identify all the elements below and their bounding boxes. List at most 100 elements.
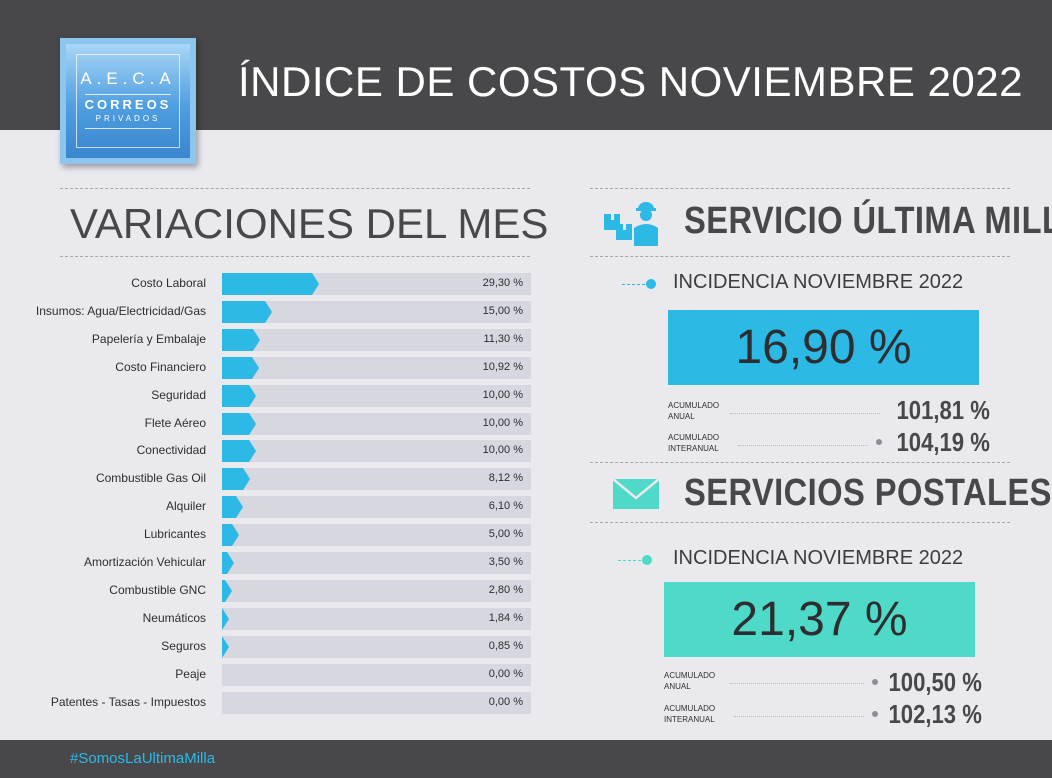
bar	[222, 496, 243, 519]
acumulado-anual-dots-ultima-milla	[730, 413, 880, 414]
bar-category-label: Amortización Vehicular	[83, 555, 206, 569]
bar-category-label: Neumáticos	[142, 610, 206, 625]
acumulado-interanual-bullet-postales	[872, 711, 878, 717]
bar-category-label: Combustible Gas Oil	[95, 471, 206, 486]
bar-value-label: 0,00 %	[488, 695, 523, 708]
bar-row: Lubricantes 5,00 %	[0, 524, 531, 547]
section-title-postales: SERVICIOS POSTALES	[684, 472, 1052, 514]
bar-track	[222, 552, 531, 574]
acumulado-interanual-label-line2: INTERANUAL	[668, 444, 719, 453]
acumulado-anual-value-postales: 100,50 %	[888, 667, 982, 697]
ultima-milla-divider	[590, 256, 1010, 257]
acumulado-interanual-label-line2: INTERANUAL	[664, 715, 715, 724]
logo-frame: A.E.C.A CORREOS PRIVADOS	[76, 54, 180, 148]
bar-track	[222, 356, 531, 379]
bar-category-label: Seguridad	[151, 387, 206, 402]
logo-aeca-text: A.E.C.A	[80, 69, 176, 88]
bar-track	[222, 300, 531, 323]
acumulado-interanual-label-line1: ACUMULADO	[664, 704, 716, 713]
page-title: ÍNDICE DE COSTOS NOVIEMBRE 2022	[238, 58, 1023, 105]
bar	[222, 524, 241, 547]
bar-track	[222, 468, 531, 491]
bar-value-label: 2,80 %	[488, 583, 523, 596]
bar-category-label: Seguros	[161, 638, 206, 653]
bar-category-label: Costo Laboral	[131, 276, 206, 290]
bar-row: Flete Aéreo 10,00 %	[0, 412, 531, 435]
bar-track	[222, 607, 531, 630]
footer-bar: #SomosLaUltimaMilla	[0, 740, 1052, 778]
bar-track	[222, 524, 531, 547]
acumulado-interanual-value-ultima-milla: 104,19 %	[896, 427, 990, 457]
bar-track	[222, 328, 531, 351]
bar-category-label: Conectividad	[136, 443, 206, 458]
bar-category-label: Costo Financiero	[115, 359, 206, 374]
incidence-dash-postales	[618, 560, 646, 561]
acumulado-interanual-label-line1: ACUMULADO	[668, 433, 720, 442]
bar-row: Neumáticos 1,84 %	[0, 607, 531, 630]
bar-value-label: 10,00 %	[482, 416, 523, 429]
bar	[222, 356, 259, 379]
acumulado-interanual-dots-ultima-milla	[738, 445, 868, 446]
bar	[222, 468, 250, 491]
bar	[222, 579, 233, 602]
bar	[222, 552, 236, 574]
bar-row: Amortización Vehicular 3,50 %	[0, 552, 531, 574]
bar-row: Seguros 0,85 %	[0, 635, 531, 658]
incidence-dash-ultima-milla	[622, 284, 650, 285]
bar-category-label: Patentes - Tasas - Impuestos	[50, 694, 206, 709]
bar	[222, 412, 256, 435]
section-title-ultima-milla: SERVICIO ÚLTIMA MILLA	[684, 200, 1052, 242]
acumulado-interanual-label-postales: ACUMULADO INTERANUAL	[664, 703, 715, 725]
incidence-dot-ultima-milla	[646, 279, 656, 289]
bar-value-label: 10,92 %	[482, 360, 523, 373]
incidence-label-postales: INCIDENCIA NOVIEMBRE 2022	[673, 547, 964, 569]
bar-value-label: 8,12 %	[488, 472, 523, 485]
bar	[222, 300, 273, 323]
bar-category-label: Papelería y Embalaje	[91, 331, 206, 346]
acumulado-anual-value-ultima-milla: 101,81 %	[896, 395, 990, 425]
bar-row: Alquiler 6,10 %	[0, 496, 531, 519]
bar-row: Seguridad 10,00 %	[0, 384, 531, 407]
acumulado-anual-label-line2: ANUAL	[664, 682, 691, 691]
incidence-dot-postales	[642, 555, 652, 565]
bar-value-label: 29,30 %	[482, 277, 523, 289]
bar-track	[222, 635, 531, 658]
bar-track	[222, 691, 531, 714]
envelope-icon	[612, 478, 660, 509]
bar	[222, 384, 256, 407]
acumulado-interanual-bullet-ultima-milla	[876, 439, 882, 445]
bar-category-label: Insumos: Agua/Electricidad/Gas	[35, 303, 206, 318]
bar-value-label: 11,30 %	[483, 332, 523, 345]
bar-row: Conectividad 10,00 %	[0, 440, 531, 463]
bar-category-label: Combustible GNC	[109, 582, 206, 597]
bar-track	[222, 579, 531, 602]
bar-category-label: Flete Aéreo	[144, 415, 206, 430]
incidence-value-box-ultima-milla: 16,90 %	[668, 310, 979, 385]
acumulado-anual-dots-postales	[730, 683, 864, 684]
acumulado-interanual-label-ultima-milla: ACUMULADO INTERANUAL	[668, 432, 719, 454]
aeca-logo: A.E.C.A CORREOS PRIVADOS	[60, 38, 196, 164]
bar-row: Costo Financiero 10,92 %	[0, 356, 531, 379]
bar	[222, 328, 261, 351]
left-title-divider	[60, 256, 530, 257]
left-top-divider	[60, 188, 530, 189]
section-title-variaciones: VARIACIONES DEL MES	[70, 200, 549, 247]
bar-value-label: 5,00 %	[488, 528, 523, 541]
bar-row: Patentes - Tasas - Impuestos 0,00 %	[0, 691, 531, 714]
bar-row: Combustible Gas Oil 8,12 %	[0, 468, 531, 491]
acumulado-anual-label-line1: ACUMULADO	[664, 671, 716, 680]
bar-value-label: 3,50 %	[488, 556, 523, 568]
bar	[222, 273, 319, 295]
acumulado-anual-label-postales: ACUMULADO ANUAL	[664, 670, 715, 692]
delivery-person-icon	[604, 202, 658, 246]
bar-value-label: 10,00 %	[482, 444, 523, 457]
bar-track	[222, 412, 531, 435]
postales-title-divider	[590, 522, 1010, 523]
footer-hashtag: #SomosLaUltimaMilla	[70, 750, 216, 767]
logo-correos-text: CORREOS	[84, 97, 172, 112]
bar-row: Insumos: Agua/Electricidad/Gas 15,00 %	[0, 300, 531, 323]
acumulado-anual-label-ultima-milla: ACUMULADO ANUAL	[668, 400, 719, 422]
bar-category-label: Lubricantes	[143, 527, 206, 542]
acumulado-anual-label-line2: ANUAL	[668, 412, 695, 421]
bar-row: Papelería y Embalaje 11,30 %	[0, 328, 531, 351]
